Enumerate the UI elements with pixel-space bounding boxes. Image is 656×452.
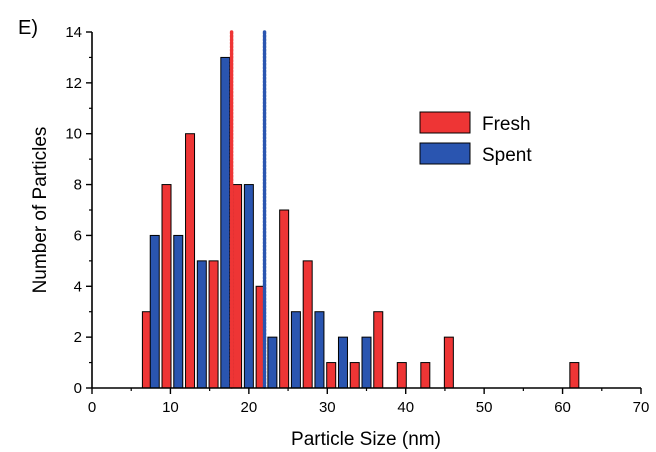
bar-spent-5 [267,336,278,389]
y-tick-label-14: 14 [65,24,82,41]
panel-label: E) [18,17,38,39]
y-tick-label-0: 0 [74,380,82,397]
x-tick-label-20: 20 [241,399,258,416]
bar-fresh-9 [349,362,360,389]
y-axis-title: Number of Particles [30,127,51,294]
legend-swatch-fresh [419,111,471,134]
mean-lines-layer [229,30,267,390]
bar-spent-4 [243,184,254,389]
y-tick-label-12: 12 [65,75,82,92]
bar-spent-1 [173,234,184,389]
y-tick-label-2: 2 [74,329,82,346]
y-tick-label-6: 6 [74,227,82,244]
bar-fresh-8 [326,362,337,389]
legend-label-spent: Spent [482,145,532,166]
x-tick-label-60: 60 [554,399,571,416]
bar-fresh-14 [569,362,580,389]
bar-fresh-6 [279,209,290,389]
bar-spent-0 [149,234,160,389]
bar-fresh-7 [302,260,313,389]
bar-fresh-1 [161,184,172,389]
bar-spent-3 [220,56,231,389]
bar-fresh-2 [185,133,196,389]
x-tick-label-10: 10 [162,399,179,416]
x-tick-label-50: 50 [476,399,493,416]
bar-spent-8 [337,336,348,389]
y-tick-label-10: 10 [65,126,82,143]
x-axis-title: Particle Size (nm) [291,429,441,450]
bars-layer [141,56,580,389]
bar-fresh-10 [373,311,384,389]
bar-fresh-3 [208,260,219,389]
legend-label-fresh: Fresh [482,114,531,135]
y-tick-label-4: 4 [74,278,82,295]
x-tick-label-70: 70 [633,399,650,416]
bar-spent-9 [361,336,372,389]
bar-fresh-13 [443,336,454,389]
bar-fresh-12 [420,362,431,389]
legend-swatch-spent [419,142,471,165]
x-tick-label-0: 0 [88,399,96,416]
ticks-layer: 0 10 20 30 40 50 60 70 0 2 4 6 8 10 12 14 [65,24,649,416]
bar-fresh-11 [396,362,407,389]
legend: Fresh Spent [419,111,532,166]
bar-spent-7 [314,311,325,389]
y-tick-label-8: 8 [74,177,82,194]
bar-spent-6 [290,311,301,389]
bar-fresh-4 [232,184,243,389]
bar-spent-2 [196,260,207,389]
x-tick-label-40: 40 [397,399,414,416]
x-tick-label-30: 30 [319,399,336,416]
